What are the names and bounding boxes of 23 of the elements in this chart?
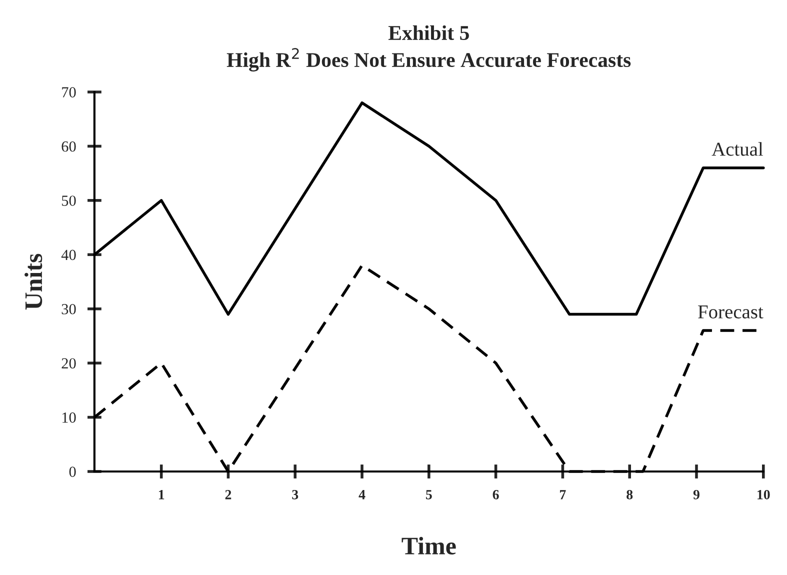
x-tick-label: 8 [626, 490, 633, 500]
x-tick-label: 4 [358, 490, 366, 500]
y-tick-label: 60 [62, 141, 76, 152]
y-tick-label: 20 [62, 358, 76, 369]
x-tick-label: 1 [158, 490, 164, 500]
x-tick-label: 10 [758, 490, 770, 500]
series-label: Actual [712, 142, 763, 156]
x-tick-label: 3 [292, 490, 298, 500]
x-axis-title: Time [402, 536, 456, 554]
x-tick-label: 6 [492, 490, 499, 500]
x-tick-label: 5 [426, 490, 432, 500]
y-tick-label: 0 [69, 466, 76, 477]
y-tick-label: 50 [62, 196, 76, 206]
chart-title: Exhibit 5 High R$^{2}$ Does Not Ensure Accurate Forecasts [226, 25, 631, 72]
series-label: Forecast [698, 306, 764, 318]
y-axis-title: Units [24, 254, 42, 310]
y-tick-label: 30 [62, 304, 76, 314]
y-tick-label: 10 [62, 412, 76, 423]
y-tick-label: 40 [61, 250, 76, 260]
x-tick-label: 2 [225, 490, 232, 500]
x-tick-label: 9 [693, 490, 700, 500]
y-tick-label: 70 [62, 87, 76, 98]
x-tick-label: 7 [560, 490, 566, 500]
